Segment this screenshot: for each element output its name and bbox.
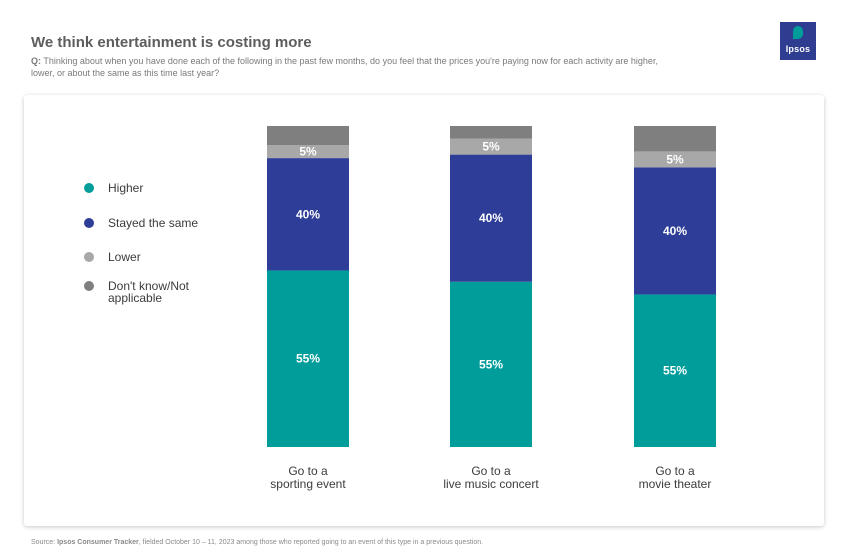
legend-label-dont-know: Don't know/Not applicable — [108, 279, 189, 305]
source-note: Source: Ipsos Consumer Tracker, fielded … — [31, 539, 483, 546]
data-label-higher-3: 55% — [663, 364, 687, 378]
data-label-stayed-the-same-2: 40% — [479, 211, 503, 225]
bar-lower-3 — [634, 151, 716, 168]
question-prefix: Q: — [31, 56, 41, 66]
category-label-2-line-1: Go to a — [471, 464, 511, 478]
bar-stayed-the-same-1 — [267, 158, 349, 271]
bar-higher-3 — [634, 294, 716, 447]
bar-don-t-know-not-applicable-3 — [634, 126, 716, 152]
category-label-2-line-2: live music concert — [443, 477, 539, 491]
legend-label-higher: Higher — [108, 181, 144, 195]
legend-item-lower: Lower — [84, 251, 218, 263]
data-label-higher-1: 55% — [296, 352, 320, 366]
ipsos-logo: Ipsos — [780, 22, 816, 60]
bar-don-t-know-not-applicable-1 — [267, 126, 349, 146]
bar-lower-2 — [450, 138, 532, 155]
category-label-3-line-1: Go to a — [655, 464, 695, 478]
legend-dot-stayed-same-icon — [84, 218, 94, 228]
category-label-1-line-2: sporting event — [270, 477, 346, 491]
data-label-stayed-the-same-3: 40% — [663, 224, 687, 238]
source-details: , fielded October 10 – 11, 2023 among th… — [138, 539, 484, 546]
bar-higher-2 — [450, 281, 532, 447]
data-label-higher-2: 55% — [479, 357, 503, 371]
legend-label-lower: Lower — [108, 250, 141, 264]
legend-item-dont-know: Don't know/Not applicable — [84, 280, 218, 304]
legend-item-stayed-same: Stayed the same — [84, 217, 218, 229]
legend-dot-higher-icon — [84, 183, 94, 193]
bar-don-t-know-not-applicable-2 — [450, 126, 532, 139]
legend-item-higher: Higher — [84, 182, 218, 194]
data-label-stayed-the-same-1: 40% — [296, 207, 320, 221]
logo-text: Ipsos — [785, 44, 811, 54]
data-label-lower-1: 5% — [299, 145, 317, 159]
bar-stayed-the-same-3 — [634, 167, 716, 295]
bar-higher-1 — [267, 270, 349, 447]
source-prefix: Source: — [31, 539, 58, 546]
source-name: Ipsos Consumer Tracker — [57, 539, 139, 546]
bar-lower-1 — [267, 145, 349, 159]
legend-dot-lower-icon — [84, 252, 94, 262]
legend-dot-dont-know-icon — [84, 281, 94, 291]
data-label-lower-3: 5% — [666, 152, 684, 166]
survey-question: Q: Thinking about when you have done eac… — [31, 56, 681, 79]
category-label-3-line-2: movie theater — [639, 477, 712, 491]
bar-stayed-the-same-2 — [450, 154, 532, 282]
page-title: We think entertainment is costing more — [31, 34, 312, 51]
logo-mark-icon — [793, 26, 803, 39]
question-text: Thinking about when you have done each o… — [31, 56, 658, 78]
data-label-lower-2: 5% — [482, 140, 500, 154]
category-label-1-line-1: Go to a — [288, 464, 328, 478]
legend-label-stayed-same: Stayed the same — [108, 216, 199, 230]
